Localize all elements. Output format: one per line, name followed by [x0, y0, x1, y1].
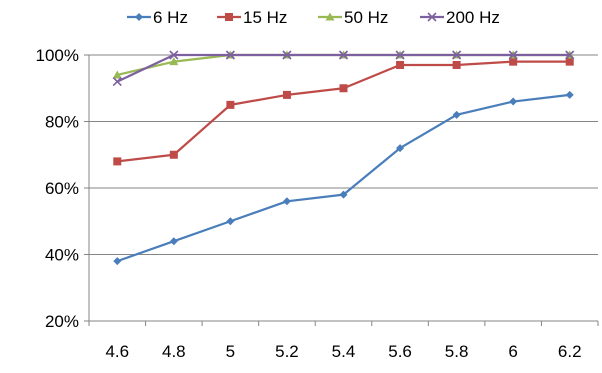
data-point	[113, 157, 122, 166]
x-tick-label: 5	[226, 342, 235, 361]
data-point	[226, 100, 235, 109]
data-point	[509, 57, 518, 66]
legend-label: 15 Hz	[243, 8, 287, 27]
legend-marker	[135, 13, 143, 21]
y-tick-label: 60%	[45, 179, 79, 198]
data-point	[395, 50, 405, 60]
x-tick-label: 4.6	[105, 342, 129, 361]
data-point	[509, 97, 518, 106]
x-tick-label: 5.2	[275, 342, 299, 361]
y-tick-label: 40%	[45, 246, 79, 265]
data-point	[169, 237, 178, 246]
data-point	[565, 90, 574, 99]
data-point	[282, 90, 291, 99]
legend-marker	[325, 12, 335, 21]
series-group	[112, 50, 575, 266]
x-tick-label: 5.4	[332, 342, 356, 361]
data-point	[452, 60, 461, 69]
data-point	[112, 70, 122, 79]
legend: 6 Hz 15 Hz 50 Hz 200 Hz	[127, 8, 500, 27]
data-point	[113, 257, 122, 266]
data-point	[169, 57, 179, 66]
series-15-hz	[113, 57, 574, 166]
y-tick-label: 20%	[45, 312, 79, 331]
y-tick-label: 100%	[36, 46, 79, 65]
x-tick-labels: 4.6 4.8 5 5.2 5.4 5.6 5.8 6 6.2	[105, 342, 581, 361]
y-tick-labels: 20% 40% 60% 80% 100%	[36, 46, 79, 331]
data-point	[339, 190, 348, 199]
data-point	[396, 144, 405, 153]
x-tick-label: 5.6	[388, 342, 412, 361]
data-point	[565, 50, 575, 60]
data-point	[169, 50, 179, 60]
legend-item-6-hz: 6 Hz	[127, 8, 188, 27]
x-tick-label: 4.8	[162, 342, 186, 361]
series-line	[116, 53, 570, 83]
legend-marker	[427, 12, 437, 22]
data-point	[169, 150, 178, 159]
legend-label: 50 Hz	[344, 8, 388, 27]
legend-item-15-hz: 15 Hz	[217, 8, 287, 27]
legend-marker	[225, 13, 233, 21]
series-line	[116, 93, 570, 263]
x-tick-label: 6.2	[558, 342, 582, 361]
series-200-hz	[112, 50, 575, 87]
legend-item-50-hz: 50 Hz	[318, 8, 388, 27]
data-point	[338, 50, 349, 60]
data-point	[339, 84, 348, 93]
data-point	[452, 50, 462, 60]
series-6-hz	[113, 90, 574, 266]
legend-label: 200 Hz	[446, 8, 500, 27]
data-point	[396, 60, 405, 69]
x-tick-label: 6	[508, 342, 517, 361]
data-point	[112, 77, 122, 87]
data-point	[452, 110, 461, 119]
legend-label: 6 Hz	[153, 8, 188, 27]
data-point	[226, 217, 235, 226]
data-point	[282, 50, 292, 60]
axes	[88, 55, 599, 326]
data-point	[225, 50, 235, 60]
series-line	[117, 60, 570, 163]
x-tick-label: 5.8	[445, 342, 469, 361]
y-tick-label: 80%	[45, 113, 79, 132]
legend-item-200-hz: 200 Hz	[420, 8, 500, 27]
data-point	[508, 50, 518, 60]
data-point	[565, 57, 574, 66]
data-point	[282, 197, 291, 206]
gridlines	[84, 54, 598, 322]
